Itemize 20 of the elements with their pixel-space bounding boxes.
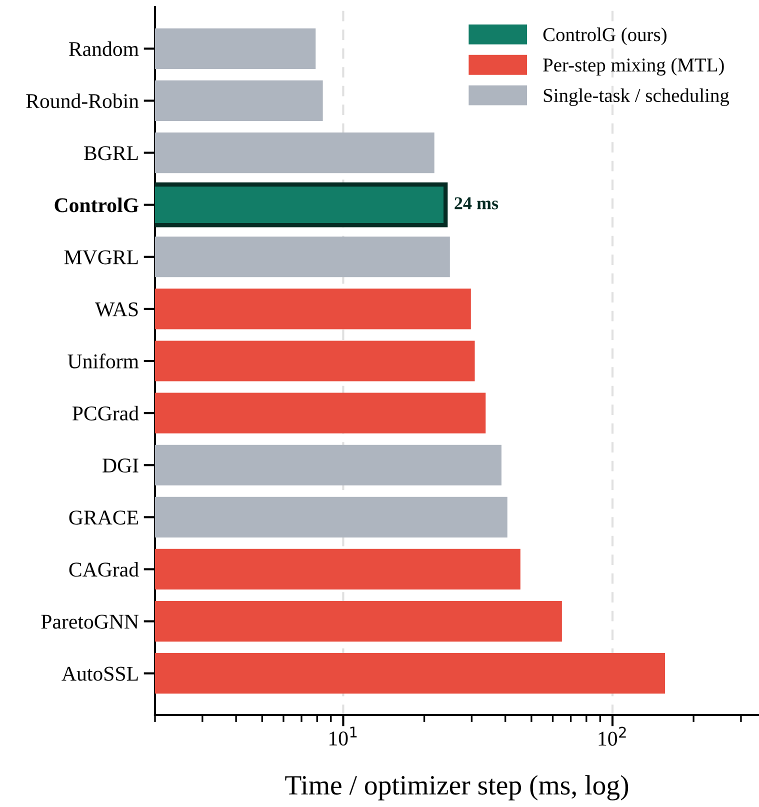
y-tick-label: MVGRL (64, 250, 138, 264)
legend-label: Single-task / scheduling (544, 88, 730, 106)
y-tick-label: BGRL (84, 146, 138, 160)
y-tick-label: ParetoGNN (41, 614, 139, 629)
x-tick-label: 10$^{2}$ (598, 726, 626, 746)
y-tick-label: Random (69, 41, 139, 56)
y-tick-label: ControlG (54, 198, 138, 212)
legend-label: ControlG (ours) (543, 28, 666, 46)
y-tick-label: Uniform (68, 354, 139, 368)
y-tick-label: DGI (102, 458, 138, 473)
x-tick-label: 10$^{1}$ (330, 726, 357, 746)
y-tick-label: CAGrad (69, 562, 139, 577)
data-label: 24 ms (454, 197, 498, 210)
y-tick-label: Round-Robin (26, 93, 139, 108)
x-axis-title: Time / optimizer step (ms, log) (285, 775, 628, 800)
y-tick-label: PCGrad (72, 406, 139, 420)
y-tick-label: WAS (95, 302, 138, 316)
y-tick-label: GRACE (69, 510, 138, 525)
legend-label: Per-step mixing (MTL) (543, 58, 724, 76)
y-tick-label: AutoSSL (62, 666, 138, 681)
